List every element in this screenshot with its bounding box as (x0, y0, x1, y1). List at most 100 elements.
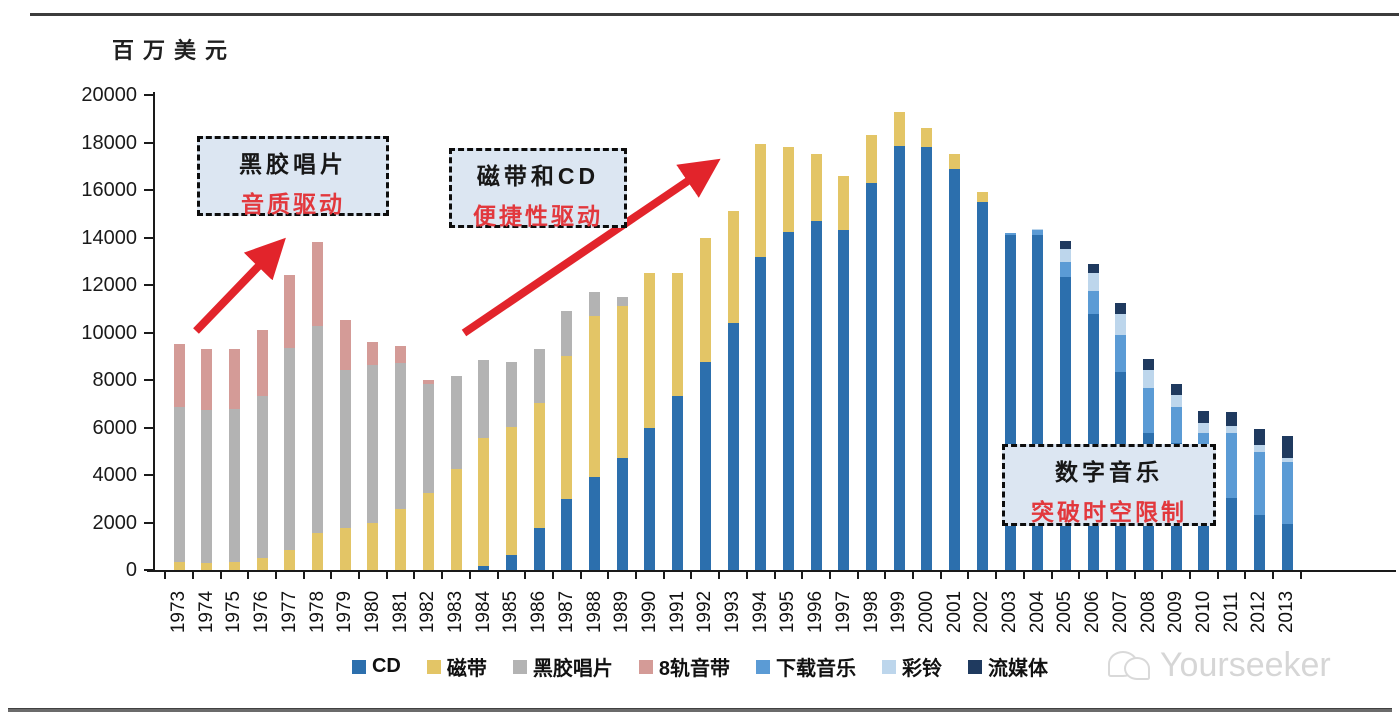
x-axis-label-1988: 1988 (583, 590, 605, 634)
x-axis-label-1998: 1998 (860, 590, 882, 634)
segment-流媒体-2006 (1087, 263, 1099, 274)
bar-2001 (949, 154, 961, 570)
bar-1993 (727, 211, 739, 570)
bar-1985 (505, 362, 517, 570)
x-axis-tick (413, 572, 416, 579)
segment-流媒体-2010 (1198, 410, 1210, 423)
segment-磁带-1994 (755, 143, 767, 257)
x-axis-tick (690, 572, 693, 579)
bar-1980 (367, 342, 379, 570)
segment-下载音乐-2004 (1032, 230, 1044, 236)
x-axis-tick (1050, 572, 1053, 579)
y-axis-line (153, 92, 155, 572)
segment-黑胶唱片-1985 (505, 362, 517, 428)
segment-磁带-1997 (838, 175, 850, 231)
legend-item-黑胶唱片: 黑胶唱片 (512, 652, 613, 681)
segment-磁带-1974 (201, 563, 213, 570)
x-axis-tick (912, 572, 915, 579)
x-axis-tick (1161, 572, 1164, 579)
x-axis-tick (635, 572, 638, 579)
bar-1988 (589, 292, 600, 570)
x-axis-label-2012: 2012 (1248, 590, 1270, 634)
segment-黑胶唱片-1989 (616, 296, 628, 306)
bar-2002 (976, 192, 988, 570)
x-axis-tick (302, 572, 305, 579)
chart-legend: CD 磁带 黑胶唱片 8轨音带 下载音乐 彩铃 流媒体 (80, 652, 1320, 681)
segment-磁带-1992 (699, 237, 711, 363)
legend-label: 彩铃 (902, 658, 942, 680)
y-axis-tick-label: 2000 (92, 511, 138, 534)
bar-2012 (1253, 428, 1265, 570)
segment-磁带-1980 (367, 522, 379, 570)
bar-1974 (201, 349, 213, 570)
segment-下载音乐-2008 (1143, 388, 1154, 434)
segment-下载音乐-2006 (1087, 290, 1099, 314)
annotation-subtitle: 突破时空限制 (1031, 499, 1187, 525)
segment-黑胶唱片-1983 (450, 376, 462, 470)
x-axis-label-1985: 1985 (500, 590, 522, 634)
x-axis-label-1997: 1997 (832, 590, 854, 634)
y-axis-tick (144, 521, 153, 524)
x-axis-label-1977: 1977 (278, 590, 300, 634)
x-axis-label-1976: 1976 (251, 590, 273, 634)
segment-8轨音带-1974 (201, 349, 213, 410)
bar-2005 (1059, 241, 1071, 570)
x-axis-label-1980: 1980 (361, 590, 383, 634)
segment-黑胶唱片-1986 (533, 349, 545, 404)
segment-磁带-2002 (976, 192, 988, 202)
x-axis-label-1992: 1992 (694, 590, 716, 634)
y-axis-tick (144, 331, 153, 334)
x-axis-label-1979: 1979 (334, 590, 356, 634)
bar-1975 (228, 349, 240, 570)
x-axis-tick (1299, 572, 1302, 579)
x-axis-label-2009: 2009 (1165, 590, 1187, 634)
x-axis-label-1990: 1990 (638, 590, 660, 634)
segment-彩铃-2009 (1170, 395, 1182, 408)
x-axis-label-2011: 2011 (1220, 591, 1242, 633)
x-axis-tick (718, 572, 721, 579)
segment-磁带-1991 (672, 273, 684, 396)
legend-swatch (512, 659, 527, 674)
x-axis-tick (1272, 572, 1275, 579)
legend-swatch (756, 659, 770, 674)
segment-黑胶唱片-1980 (367, 365, 379, 523)
legend-label: 黑胶唱片 (532, 658, 613, 680)
bar-1981 (395, 346, 407, 570)
segment-磁带-1978 (312, 532, 323, 570)
x-axis-tick (191, 572, 194, 579)
x-axis-tick (1022, 572, 1025, 579)
legend-label: 流媒体 (988, 658, 1048, 680)
segment-磁带-2001 (949, 154, 961, 169)
x-axis-tick (219, 572, 222, 579)
legend-item-CD: CD (351, 652, 401, 681)
segment-流媒体-2008 (1143, 358, 1154, 371)
segment-CD-1986 (533, 528, 545, 570)
arrow-quality-driven (193, 237, 286, 334)
x-axis-tick (468, 572, 471, 579)
segment-黑胶唱片-1984 (478, 359, 490, 439)
segment-彩铃-2011 (1226, 425, 1238, 434)
segment-CD-2011 (1226, 497, 1238, 570)
x-axis-tick (1078, 572, 1081, 579)
bar-1983 (450, 376, 462, 570)
y-axis-tick-label: 12000 (81, 274, 137, 296)
top-divider (30, 13, 1399, 16)
x-axis-label-1974: 1974 (195, 590, 217, 634)
segment-下载音乐-2005 (1059, 262, 1071, 277)
x-axis-tick (551, 572, 554, 579)
segment-磁带-1982 (422, 493, 434, 570)
legend-swatch (882, 659, 896, 674)
x-axis-tick (330, 572, 333, 579)
segment-彩铃-2004 (1032, 229, 1044, 231)
y-axis-tick-label: 16000 (81, 179, 137, 201)
y-axis-tick (144, 474, 153, 476)
x-axis-label-2007: 2007 (1109, 590, 1131, 634)
segment-磁带-1990 (644, 273, 656, 428)
segment-CD-2001 (949, 168, 961, 570)
x-axis-tick (1244, 572, 1247, 579)
x-axis-tick (607, 572, 610, 579)
wechat-icon (1108, 647, 1152, 685)
segment-下载音乐-2003 (1004, 232, 1016, 236)
x-axis-label-1999: 1999 (888, 590, 910, 634)
